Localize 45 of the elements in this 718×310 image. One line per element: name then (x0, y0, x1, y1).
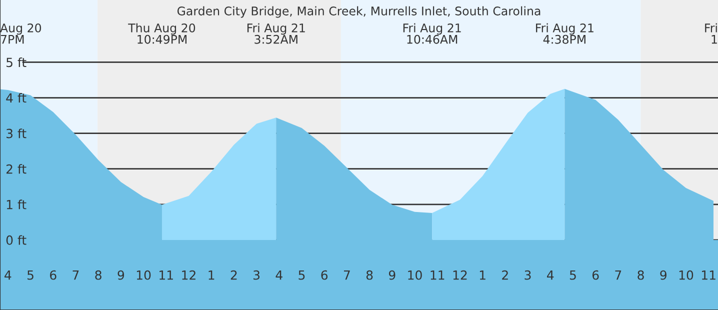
x-tick-label: 2 (502, 270, 508, 280)
x-tick-label: 8 (638, 270, 644, 280)
annotation: Fri Aug 21 10:46AM (403, 23, 461, 44)
x-tick-label: 11 (702, 270, 716, 280)
annotation: Fri Aug 21 4:38PM (536, 23, 594, 44)
y-tick-label: 0 ft (6, 235, 26, 245)
x-tick-label: 1 (480, 270, 486, 280)
x-tick-label: 10 (679, 270, 694, 280)
x-tick-label: 5 (298, 270, 305, 280)
x-tick-label: 10 (136, 270, 151, 280)
y-tick-label: 2 ft (6, 164, 26, 174)
x-tick-label: 9 (660, 270, 666, 280)
y-tick-label: 5 ft (6, 57, 26, 68)
annotation: Fri Aug 21 3:52AM (247, 23, 305, 44)
x-tick-label: 11 (160, 270, 173, 280)
x-tick-label: 10 (408, 270, 422, 280)
x-tick-label: 8 (366, 270, 373, 280)
x-tick-label: 7 (344, 270, 350, 280)
y-tick-label: 4 ft (6, 93, 26, 103)
annotation: Aug 20 7PM (0, 23, 42, 44)
annotation: Thu Aug 20 10:49PM (128, 23, 196, 44)
x-tick-label: 4 (4, 270, 12, 280)
annotation: Fri 1 (705, 23, 717, 44)
x-tick-label: 6 (592, 270, 599, 280)
y-tick-label: 3 ft (6, 128, 26, 138)
x-tick-label: 4 (276, 270, 282, 280)
y-tick-label: 1 ft (6, 200, 26, 210)
x-tick-label: 9 (388, 270, 396, 280)
x-tick-label: 7 (615, 270, 622, 280)
x-tick-label: 6 (321, 270, 328, 280)
x-tick-label: 5 (570, 270, 576, 280)
x-tick-label: 9 (118, 270, 124, 280)
x-tick-label: 11 (430, 270, 444, 280)
x-tick-label: 6 (50, 270, 56, 280)
x-tick-label: 1 (208, 270, 214, 280)
x-tick-label: 4 (547, 270, 554, 280)
x-tick-label: 12 (182, 270, 196, 280)
x-tick-label: 3 (524, 270, 531, 280)
x-tick-label: 7 (72, 270, 79, 280)
x-tick-label: 8 (95, 270, 102, 280)
text: Garden City Bridge, Main Creek, Murrells Inlet, South Carolina (177, 6, 540, 18)
x-tick-label: 12 (453, 270, 467, 280)
x-tick-label: 3 (254, 270, 260, 280)
x-tick-label: 2 (230, 270, 237, 280)
x-tick-label: 5 (28, 270, 34, 280)
